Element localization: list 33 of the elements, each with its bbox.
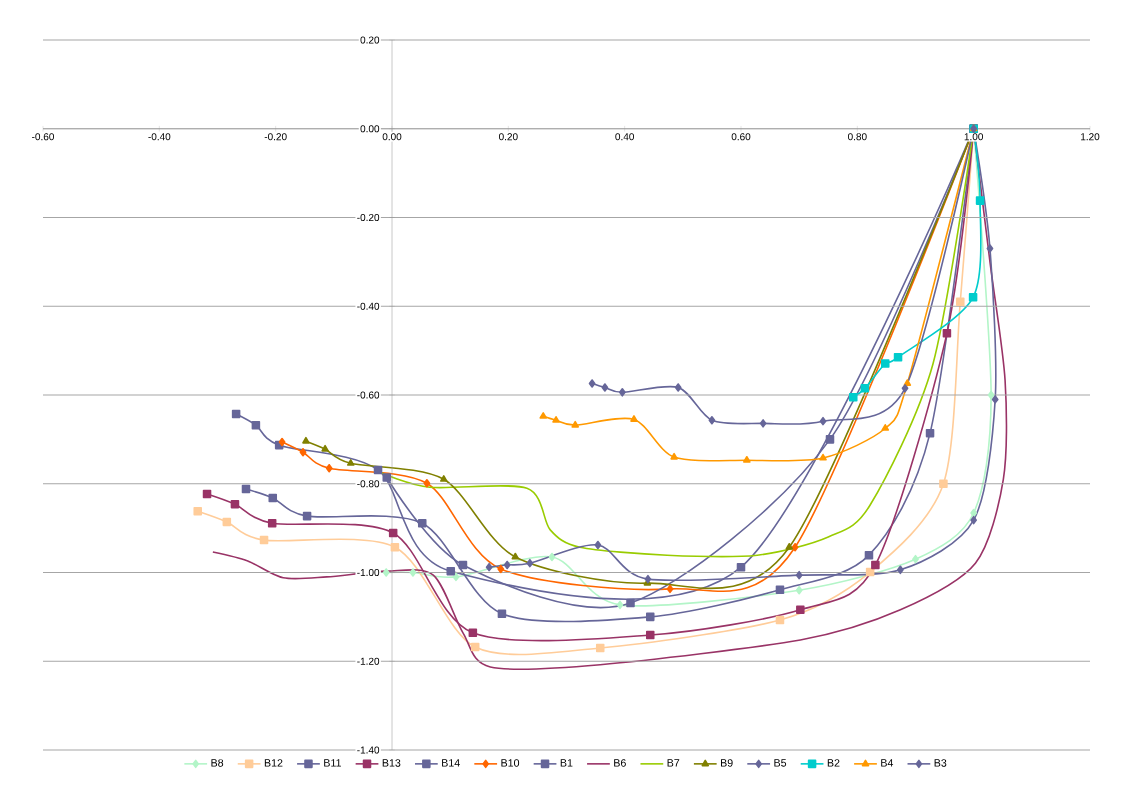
legend-label: B3 [934, 759, 947, 767]
y-tick-label: -1.00 [357, 568, 380, 577]
legend-label: B9 [720, 759, 733, 767]
y-tick-label: -0.40 [357, 302, 380, 310]
y-tick-label: -0.60 [357, 391, 380, 399]
legend-label: B8 [211, 759, 224, 767]
legend-label: B2 [827, 759, 840, 767]
legend-label: B7 [667, 759, 680, 767]
x-tick-label: 0.60 [731, 133, 751, 141]
x-tick-label: 1.20 [1081, 133, 1100, 141]
y-tick-label: -1.20 [357, 657, 380, 665]
legend-label: B4 [881, 759, 894, 767]
x-tick-label: -0.60 [32, 133, 54, 141]
legend-label: B6 [614, 759, 626, 767]
legend-label: B13 [382, 759, 401, 767]
y-tick-label: -0.80 [357, 480, 380, 488]
x-tick-label: 0.00 [382, 133, 402, 141]
x-tick-label: -0.20 [264, 133, 287, 141]
x-tick-label: 0.80 [848, 133, 867, 141]
legend-label: B14 [442, 759, 460, 767]
y-tick-label: -0.20 [357, 213, 380, 222]
legend-label: B5 [774, 759, 787, 767]
y-tick-label: -1.40 [357, 746, 380, 754]
legend-label: B11 [324, 759, 341, 767]
x-tick-label: -0.40 [148, 133, 171, 141]
x-tick-label: 1.00 [964, 133, 983, 141]
legend-label: B10 [501, 759, 520, 767]
legend-label: B12 [264, 759, 283, 767]
x-tick-label: 0.20 [499, 133, 518, 141]
y-tick-label: 0.20 [360, 36, 380, 44]
x-tick-label: 0.40 [615, 133, 634, 141]
legend-label: B1 [560, 759, 573, 767]
y-tick-label: 0.00 [360, 125, 380, 133]
